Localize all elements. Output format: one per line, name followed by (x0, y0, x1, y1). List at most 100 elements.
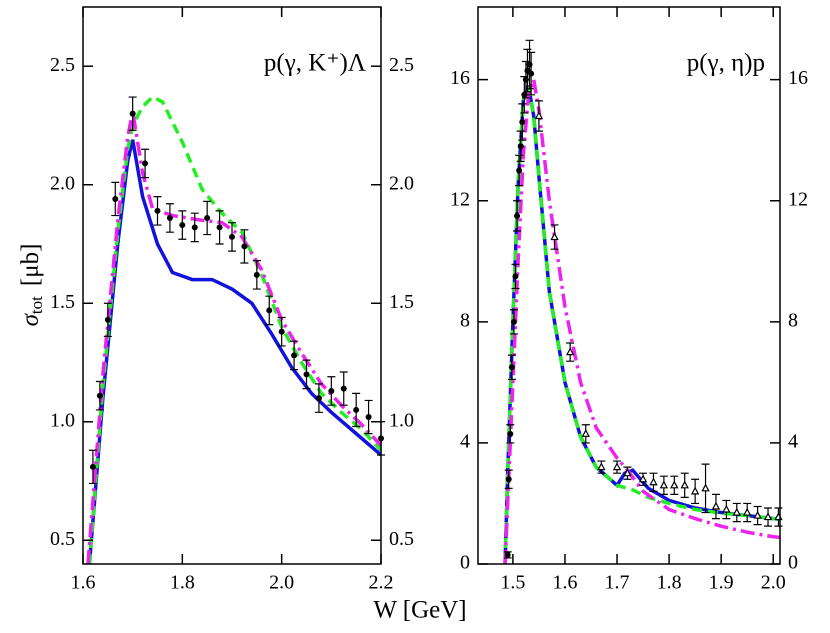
data-point (514, 212, 521, 219)
data-point (508, 364, 515, 371)
data-point (303, 371, 310, 378)
y-tick-label-right: 1.0 (389, 409, 414, 431)
y-tick-label-right: 8 (788, 309, 798, 331)
x-tick-label: 1.8 (170, 572, 195, 594)
data-point (241, 243, 248, 250)
curve (87, 94, 381, 564)
data-point (365, 414, 372, 421)
data-point (166, 214, 173, 221)
y-tick-label-right: 4 (788, 431, 798, 453)
data-point (179, 222, 186, 229)
data-point (505, 476, 512, 483)
y-tick-label-right: 16 (788, 67, 808, 89)
data-point (519, 119, 526, 126)
x-tick-label: 2.0 (269, 572, 294, 594)
data-point (142, 160, 149, 167)
data-point (623, 468, 632, 477)
panel-annotation: p(γ, η)p (687, 50, 765, 77)
y-tick-label: 16 (450, 67, 470, 89)
y-tick-label-right: 2.5 (389, 54, 414, 76)
x-axis-label: W [GeV] (373, 597, 466, 624)
y-tick-label: 2.5 (50, 54, 75, 76)
data-point (763, 512, 773, 521)
data-point (659, 480, 669, 489)
y-tick-label: 4 (460, 431, 470, 453)
x-tick-label: 1.9 (709, 572, 734, 594)
curve (86, 110, 381, 564)
y-tick-label: 1.0 (50, 409, 75, 431)
data-point (581, 429, 590, 437)
data-point (516, 167, 523, 174)
data-point (89, 463, 96, 470)
plot-frame (477, 6, 781, 565)
data-point (340, 385, 347, 392)
data-point (711, 501, 721, 510)
data-point (353, 406, 360, 413)
data-point (507, 430, 514, 437)
data-point (291, 352, 298, 359)
data-point (701, 483, 710, 492)
data-point (649, 477, 658, 486)
data-point (278, 328, 285, 335)
data-point (266, 307, 273, 314)
data-point (742, 507, 752, 516)
x-tick-label: 2.2 (369, 572, 394, 594)
y-tick-label: 8 (460, 309, 470, 331)
data-point (638, 474, 648, 483)
y-tick-label: 0.5 (50, 528, 75, 550)
data-point (96, 392, 103, 399)
y-label-unit: [μb] (17, 244, 44, 287)
data-point (690, 486, 700, 495)
data-point (597, 462, 606, 471)
data-point (204, 214, 211, 221)
y-label-subscript: tot (27, 296, 46, 314)
data-point (517, 143, 524, 150)
x-tick-label: 1.5 (500, 572, 525, 594)
data-point (253, 271, 260, 278)
y-tick-label: 12 (450, 188, 470, 210)
data-point (528, 70, 535, 77)
x-tick-label: 1.6 (552, 572, 577, 594)
data-point (191, 224, 198, 231)
curve (87, 139, 381, 564)
y-label-symbol: σ (17, 312, 44, 326)
data-point (229, 233, 235, 240)
data-point (216, 224, 223, 231)
y-axis-label: σtot [μb] (17, 244, 46, 327)
x-tick-label: 2.0 (761, 572, 786, 594)
y-tick-label: 0 (460, 552, 470, 574)
y-tick-label-right: 0.5 (389, 528, 414, 550)
data-point (112, 195, 119, 202)
data-point (670, 480, 679, 489)
data-point (565, 347, 575, 356)
plot-frame (82, 6, 382, 565)
y-tick-label-right: 0 (788, 552, 798, 574)
curve (503, 85, 780, 564)
data-point (753, 510, 762, 519)
data-point (680, 480, 689, 489)
data-point (510, 318, 517, 325)
panel-annotation: p(γ, K⁺)Λ (264, 50, 366, 77)
y-tick-label-right: 1.5 (389, 291, 414, 313)
data-point (534, 111, 544, 120)
data-point (154, 207, 161, 214)
data-point (722, 504, 731, 513)
y-tick-label: 1.5 (50, 291, 75, 313)
data-point (732, 507, 741, 516)
y-tick-label-right: 2.0 (389, 172, 414, 194)
data-point (129, 110, 136, 117)
data-point (328, 387, 335, 394)
y-tick-label-right: 12 (788, 188, 808, 210)
data-point (315, 395, 322, 402)
data-point (512, 273, 519, 280)
y-tick-label: 2.0 (50, 172, 75, 194)
curve (503, 79, 780, 564)
data-point (612, 462, 622, 471)
x-tick-label: 1.7 (605, 572, 630, 594)
data-point (550, 232, 559, 241)
data-point (504, 551, 511, 558)
x-tick-label: 1.8 (657, 572, 682, 594)
x-tick-label: 1.6 (71, 572, 96, 594)
data-point (104, 316, 111, 323)
